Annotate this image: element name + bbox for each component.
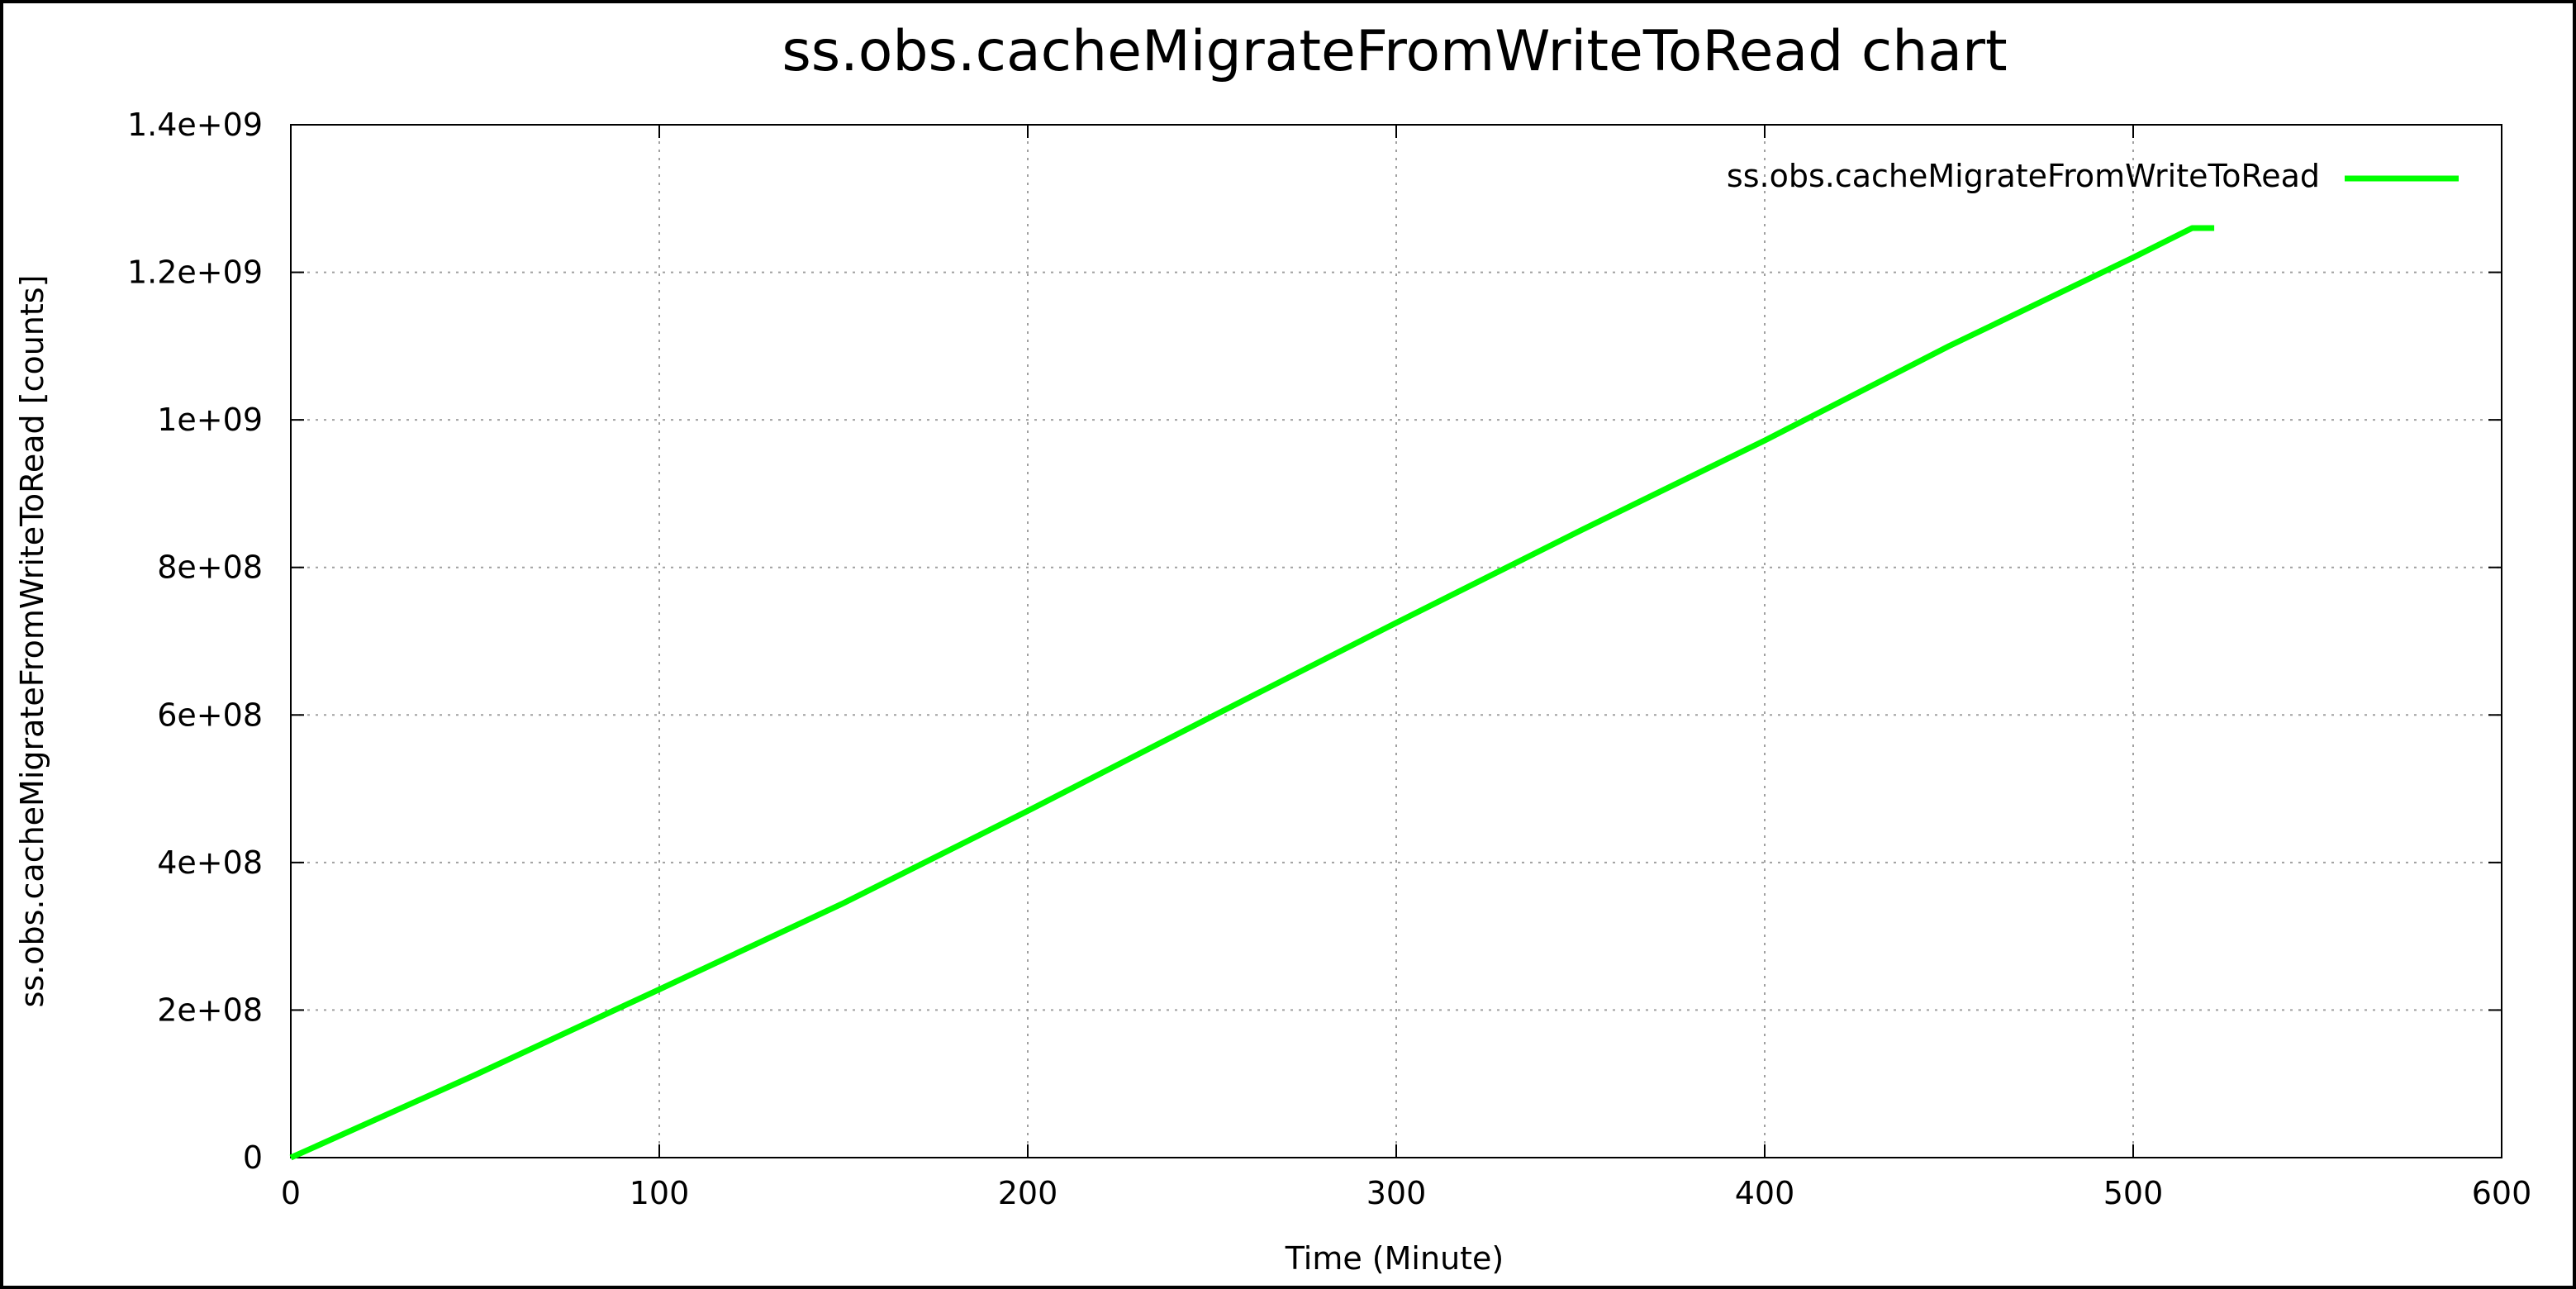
y-tick-label: 4e+08 — [157, 844, 263, 881]
y-tick-label: 6e+08 — [157, 697, 263, 733]
y-tick-label: 1.4e+09 — [127, 107, 263, 143]
y-tick-label: 8e+08 — [157, 549, 263, 586]
legend: ss.obs.cacheMigrateFromWriteToRead — [1727, 158, 2459, 194]
x-tick-label: 0 — [281, 1175, 301, 1211]
x-tick-label: 400 — [1735, 1175, 1795, 1211]
x-tick-label: 500 — [2103, 1175, 2164, 1211]
grid-lines — [291, 125, 2502, 1158]
x-tick-label: 100 — [630, 1175, 690, 1211]
y-tick-label: 1.2e+09 — [127, 254, 263, 291]
series-line — [289, 225, 2215, 1161]
x-axis-label: Time (Minute) — [1285, 1240, 1504, 1277]
x-tick-label: 300 — [1366, 1175, 1427, 1211]
axis-ticks: 0 100 200 300 400 500 600 0 2e+08 4e+08 6e+08 8e+08… — [127, 107, 2531, 1211]
y-tick-label: 0 — [243, 1139, 263, 1176]
y-tick-label: 1e+09 — [157, 402, 263, 438]
series-lines — [289, 225, 2215, 1161]
plot-area-frame — [290, 124, 2502, 1158]
chart-title: ss.obs.cacheMigrateFromWriteToRead chart — [782, 19, 2007, 84]
x-tick-label: 600 — [2472, 1175, 2532, 1211]
y-tick-label: 2e+08 — [157, 992, 263, 1028]
x-tick-label: 200 — [998, 1175, 1058, 1211]
legend-label: ss.obs.cacheMigrateFromWriteToRead — [1727, 158, 2320, 194]
y-axis-label: ss.obs.cacheMigrateFromWriteToRead [coun… — [14, 275, 50, 1008]
